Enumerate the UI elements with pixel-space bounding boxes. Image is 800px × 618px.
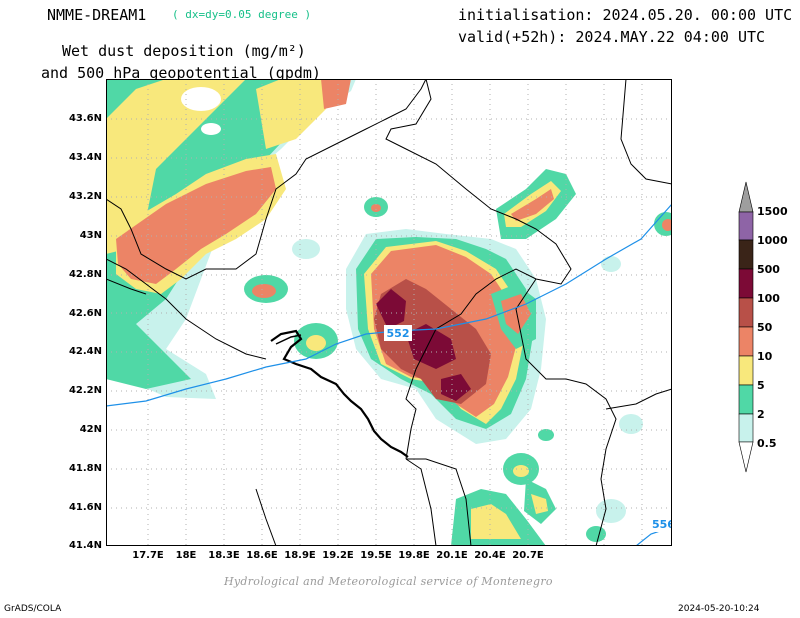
resolution-note: ( dx=dy=0.05 degree )	[172, 8, 312, 21]
country-borders	[106, 79, 672, 546]
colorbar-label: 1000	[757, 234, 788, 247]
lat-label: 42.6N	[68, 308, 102, 319]
lon-label: 18.6E	[246, 550, 278, 561]
map-panel: 552 556	[106, 79, 672, 546]
lat-label: 43.6N	[68, 113, 102, 124]
lat-label: 41.8N	[68, 463, 102, 474]
colorbar-swatch	[738, 297, 754, 328]
lon-label: 20.7E	[512, 550, 544, 561]
lon-label: 19.8E	[398, 550, 430, 561]
colorbar-label: 100	[757, 292, 780, 305]
colorbar-swatch	[738, 355, 754, 386]
lon-label: 17.7E	[132, 550, 164, 561]
render-timestamp: 2024-05-20-10:24	[678, 604, 760, 614]
coastline	[270, 329, 409, 458]
lat-label: 42.2N	[68, 385, 102, 396]
model-name: NMME-DREAM1	[47, 6, 147, 24]
dust-deposition-field	[106, 79, 672, 546]
colorbar-label: 0.5	[757, 437, 777, 450]
colorbar-swatch	[738, 413, 754, 443]
colorbar-swatch	[738, 384, 754, 415]
colorbar	[738, 181, 754, 473]
lon-label: 19.5E	[360, 550, 392, 561]
colorbar-label: 50	[757, 321, 773, 334]
colorbar-label: 500	[757, 263, 780, 276]
lat-label: 41.6N	[68, 502, 102, 513]
lat-label: 42N	[79, 424, 102, 435]
valid-time: valid(+52h): 2024.MAY.22 04:00 UTC	[458, 28, 766, 46]
title-line-1: Wet dust deposition (mg/m²)	[62, 42, 306, 60]
lat-label: 41.4N	[68, 540, 102, 551]
lon-label: 18E	[175, 550, 197, 561]
lat-label: 42.4N	[68, 346, 102, 357]
colorbar-swatch	[738, 268, 754, 299]
svg-text:556: 556	[652, 518, 672, 531]
title-line-2: and 500 hPa geopotential (gpdm)	[41, 64, 321, 82]
colorbar-bottom-cap	[738, 441, 754, 473]
colorbar-label: 10	[757, 350, 773, 363]
lon-label: 20.1E	[436, 550, 468, 561]
colorbar-label: 1500	[757, 205, 788, 218]
lon-label: 18.9E	[284, 550, 316, 561]
lat-label: 42.8N	[68, 269, 102, 280]
lat-label: 43N	[79, 230, 102, 241]
colorbar-label: 2	[757, 408, 765, 421]
colorbar-label: 5	[757, 379, 765, 392]
colorbar-top-cap	[738, 181, 754, 213]
software-label: GrADS/COLA	[4, 604, 62, 614]
contour-label-552: 552	[384, 325, 412, 341]
lat-label: 43.4N	[68, 152, 102, 163]
lon-label: 20.4E	[474, 550, 506, 561]
svg-text:552: 552	[387, 327, 410, 340]
contour-label-556: 556	[650, 516, 672, 532]
colorbar-swatch	[738, 326, 754, 357]
credit-line: Hydrological and Meteorological service …	[224, 575, 553, 588]
lat-label: 43.2N	[68, 191, 102, 202]
lon-label: 19.2E	[322, 550, 354, 561]
init-time: initialisation: 2024.05.20. 00:00 UTC	[458, 6, 793, 24]
colorbar-swatch	[738, 239, 754, 270]
colorbar-swatch	[738, 211, 754, 241]
lon-label: 18.3E	[208, 550, 240, 561]
